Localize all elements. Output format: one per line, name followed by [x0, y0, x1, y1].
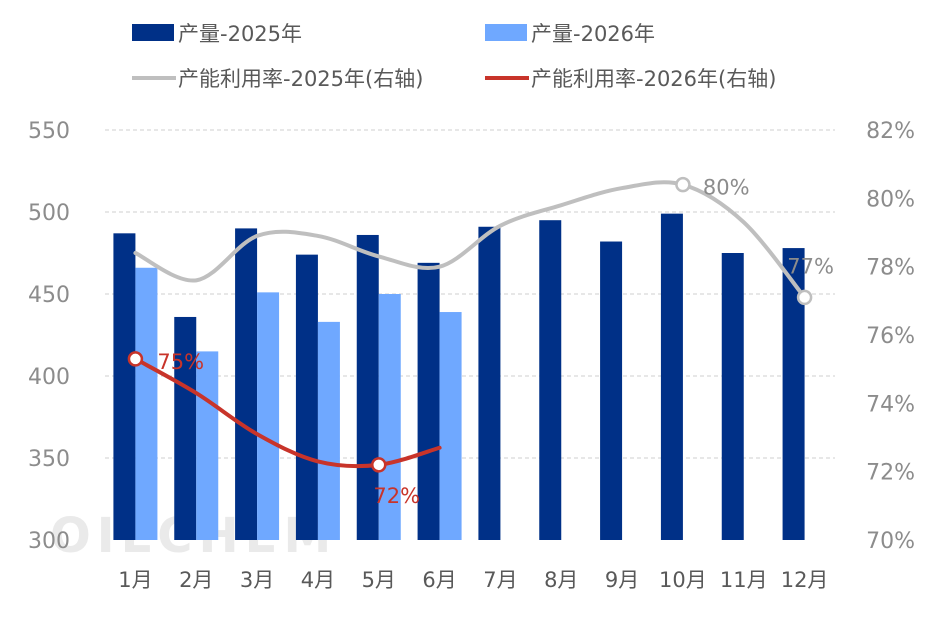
bar-2025-10 [660, 213, 683, 540]
x-tick-label: 11月 [720, 568, 768, 592]
x-tick-label: 2月 [179, 568, 213, 592]
legend-swatch-2 [485, 24, 527, 41]
y-right-tick-label: 74% [866, 392, 915, 417]
bar-2025-2 [174, 316, 197, 540]
bar-2025-7 [478, 226, 501, 540]
bar-2026-3 [257, 292, 280, 540]
data-marker [675, 176, 691, 193]
data-label: 75% [157, 350, 204, 374]
bar-2025-4 [295, 254, 318, 540]
x-tick-label: 7月 [483, 568, 517, 592]
x-tick-label: 9月 [605, 568, 639, 592]
bar-2025-1 [113, 233, 136, 540]
x-tick-label: 8月 [544, 568, 578, 592]
legend-label-4: 产能利用率-2026年(右轴) [531, 67, 776, 91]
bar-2026-6 [439, 312, 462, 540]
y-right-tick-label: 78% [866, 256, 915, 281]
data-marker [371, 457, 387, 473]
x-tick-label: 10月 [659, 568, 707, 592]
y-right-tick-label: 80% [866, 187, 915, 212]
y-right-tick-label: 70% [866, 529, 915, 554]
y-right-tick-label: 76% [866, 324, 915, 349]
x-tick-label: 1月 [118, 568, 152, 592]
data-label: 77% [787, 254, 834, 278]
y-left-tick-label: 450 [28, 283, 70, 308]
legend-label-2: 产量-2026年 [531, 22, 655, 46]
line-2025 [133, 180, 807, 300]
bar-2025-9 [600, 241, 623, 540]
bar-2026-1 [135, 267, 158, 540]
x-tick-label: 6月 [422, 568, 456, 592]
bar-2026-4 [317, 321, 340, 540]
legend-swatch-1 [132, 24, 174, 41]
bar-2025-6 [417, 262, 440, 540]
x-tick-label: 3月 [240, 568, 274, 592]
bar-2025-11 [721, 253, 744, 540]
x-tick-label: 12月 [781, 568, 829, 592]
x-tick-label: 4月 [301, 568, 335, 592]
y-right-tick-label: 72% [866, 461, 915, 486]
y-right-tick-label: 82% [866, 119, 915, 144]
bar-2025-3 [235, 228, 258, 540]
data-label: 72% [373, 484, 420, 508]
legend-label-3: 产能利用率-2025年(右轴) [178, 67, 423, 91]
y-left-tick-label: 500 [28, 201, 70, 226]
bar-2026-5 [378, 294, 401, 540]
bar-2026-2 [196, 351, 219, 540]
y-left-tick-label: 550 [28, 119, 70, 144]
bar-2025-12 [782, 248, 805, 540]
y-left-tick-label: 350 [28, 447, 70, 472]
data-marker [796, 289, 813, 306]
bar-2025-8 [539, 220, 562, 540]
y-left-tick-label: 400 [28, 365, 70, 390]
data-marker [127, 351, 144, 367]
data-label: 80% [703, 176, 750, 200]
legend-label-1: 产量-2025年 [178, 22, 302, 46]
y-left-tick-label: 300 [28, 529, 70, 554]
x-tick-label: 5月 [362, 568, 396, 592]
